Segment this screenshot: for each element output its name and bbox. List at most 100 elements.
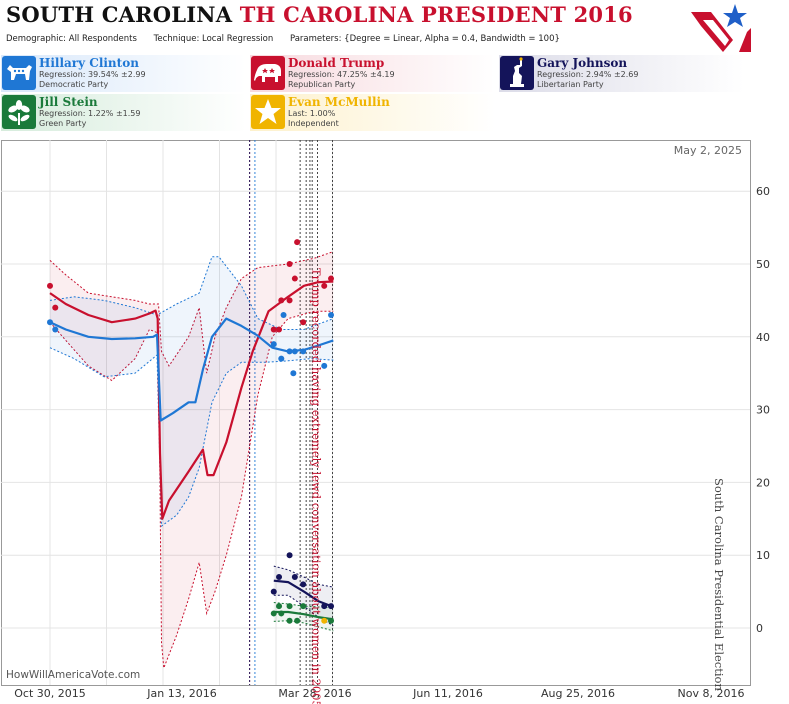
y-tick-label: 60 <box>756 185 770 198</box>
candidate-card-mcmullin: Evan McMullin Last: 1.00% Independent <box>250 94 495 131</box>
candidate-card-clinton: Hillary Clinton Regression: 39.54% ±2.99… <box>1 55 246 92</box>
lower-bound-line <box>273 620 334 632</box>
upper-bound-line <box>49 251 334 374</box>
poll-point <box>291 574 298 581</box>
parameters-label: Parameters: <box>289 34 342 44</box>
poll-point <box>328 617 335 624</box>
candidate-party: Republican Party <box>288 80 356 89</box>
site-logo <box>691 4 751 52</box>
poll-point <box>270 341 277 348</box>
candidate-last: Last: 1.00% <box>288 109 336 118</box>
flower-icon <box>2 95 36 129</box>
x-tick-label: Mar 28, 2016 <box>278 687 351 700</box>
parameters-value: {Degree = Linear, Alpha = 0.4, Bandwidth… <box>344 34 560 44</box>
poll-point <box>300 348 307 355</box>
election-annotation: South Carolina Presidential Election <box>712 478 726 691</box>
poll-point <box>328 603 335 610</box>
page-title-race: TH CAROLINA PRESIDENT 2016 <box>239 2 633 27</box>
plot-frame <box>1 140 751 686</box>
poll-point <box>47 282 53 289</box>
watermark: HowWillAmericaVote.com <box>6 669 140 681</box>
poll-point <box>278 610 285 617</box>
candidate-card-trump: Donald Trump Regression: 47.25% ±4.19 Re… <box>250 55 495 92</box>
lower-bound-line <box>49 347 334 528</box>
poll-point <box>52 304 59 311</box>
candidate-regression: Regression: 39.54% ±2.99 <box>39 70 146 79</box>
candidate-party: Democratic Party <box>39 80 109 89</box>
poll-point <box>321 362 328 369</box>
poll-point <box>280 311 287 318</box>
x-tick-label: Jan 13, 2016 <box>146 687 216 700</box>
lower-bound-line <box>49 310 334 669</box>
poll-point <box>328 311 335 318</box>
poll-point <box>270 588 277 595</box>
y-tick-label: 20 <box>756 476 770 489</box>
technique-info: Technique: Local Regression <box>154 34 274 44</box>
confidence-band <box>273 566 334 626</box>
poll-point <box>47 319 53 326</box>
demographic-info: Demographic: All Respondents <box>6 34 137 44</box>
poll-point <box>276 326 283 333</box>
x-tick-label: Jun 11, 2016 <box>412 687 483 700</box>
poll-point <box>300 319 307 326</box>
poll-point <box>321 617 328 624</box>
x-tick-label: Oct 30, 2015 <box>14 687 86 700</box>
poll-point <box>270 610 277 617</box>
technique-value: Local Regression <box>202 34 274 44</box>
poll-point <box>291 348 298 355</box>
candidate-party: Green Party <box>39 119 87 128</box>
trend-line <box>273 579 334 608</box>
poll-point <box>286 552 293 559</box>
demographic-value: All Respondents <box>68 34 137 44</box>
statue-of-liberty-icon <box>500 56 534 90</box>
y-tick-label: 30 <box>756 404 770 417</box>
technique-label: Technique: <box>153 34 200 44</box>
upper-bound-line <box>273 602 334 609</box>
x-tick-label: Aug 25, 2016 <box>541 687 615 700</box>
y-tick-label: 50 <box>756 258 770 271</box>
date-stamp: May 2, 2025 <box>674 144 742 157</box>
candidate-party: Libertarian Party <box>537 80 604 89</box>
event-annotation: Trump recorded having extremely lewd con… <box>309 268 323 704</box>
y-tick-label: 0 <box>756 622 763 635</box>
poll-point <box>286 617 293 624</box>
poll-point <box>300 603 307 610</box>
poll-point <box>328 275 335 282</box>
y-tick-label: 40 <box>756 331 770 344</box>
star-icon <box>251 95 285 129</box>
candidate-name: Hillary Clinton <box>39 56 139 70</box>
parameters-row: Demographic: All Respondents Technique: … <box>6 34 574 44</box>
poll-point <box>294 239 301 246</box>
poll-point <box>300 581 307 588</box>
poll-point <box>286 261 293 267</box>
poll-point <box>278 355 285 362</box>
y-tick-label: 10 <box>756 549 770 562</box>
candidate-regression: Regression: 2.94% ±2.69 <box>537 70 639 79</box>
candidate-party: Independent <box>288 119 339 128</box>
x-tick-label: Nov 8, 2016 <box>678 687 745 700</box>
poll-point <box>286 603 293 610</box>
poll-point <box>276 603 283 610</box>
elephant-icon <box>251 56 285 90</box>
page-title: SOUTH CAROLINA TH CAROLINA PRESIDENT 201… <box>6 2 633 27</box>
parameters-info: Parameters: {Degree = Linear, Alpha = 0.… <box>290 34 560 44</box>
demographic-label: Demographic: <box>6 34 67 44</box>
poll-point <box>290 370 297 377</box>
trend-line <box>49 280 334 520</box>
poll-point <box>52 326 59 333</box>
candidate-regression: Regression: 47.25% ±4.19 <box>288 70 395 79</box>
candidate-name: Evan McMullin <box>288 95 390 109</box>
upper-bound-line <box>273 565 334 588</box>
poll-point <box>321 282 328 289</box>
candidate-name: Jill Stein <box>39 95 98 109</box>
poll-point <box>294 617 301 624</box>
poll-point <box>278 297 285 304</box>
confidence-band <box>273 602 334 631</box>
poll-point <box>270 326 277 333</box>
poll-point <box>286 348 293 355</box>
poll-point <box>321 603 328 610</box>
candidate-regression: Regression: 1.22% ±1.59 <box>39 109 141 118</box>
candidate-card-stein: Jill Stein Regression: 1.22% ±1.59 Green… <box>1 94 246 131</box>
donkey-icon <box>2 56 36 90</box>
candidate-name: Gary Johnson <box>537 56 628 70</box>
